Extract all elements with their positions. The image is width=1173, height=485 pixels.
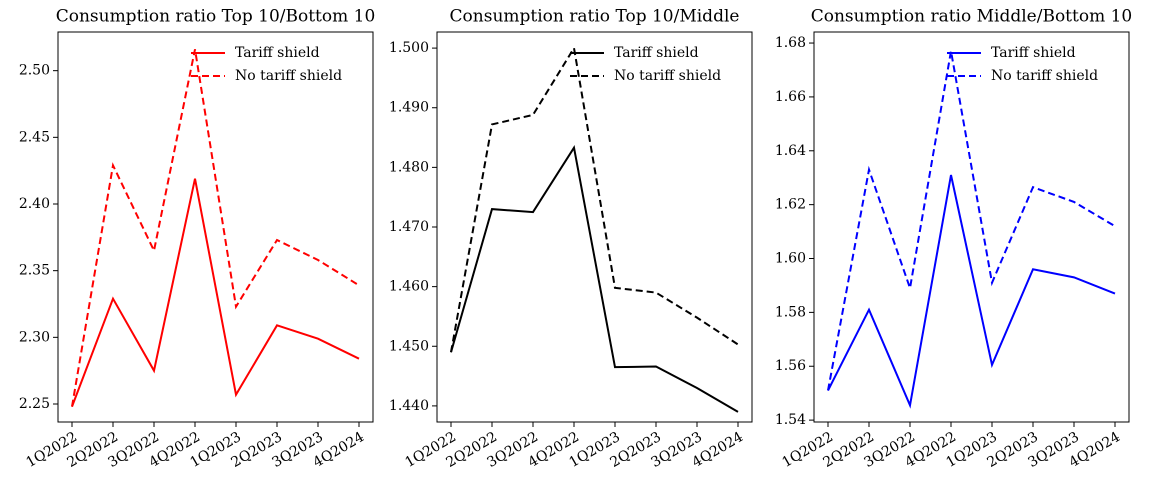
y-tick-label: 1.54 <box>775 412 806 428</box>
y-tick-label: 1.68 <box>775 35 806 51</box>
legend: Tariff shield No tariff shield <box>947 45 1098 84</box>
series-line <box>71 49 360 407</box>
legend-label: Tariff shield <box>614 45 699 61</box>
legend: Tariff shield No tariff shield <box>570 45 721 84</box>
legend-label: Tariff shield <box>235 45 320 61</box>
y-tick-label: 2.45 <box>19 129 50 145</box>
y-tick-label: 2.50 <box>19 63 50 79</box>
series-line <box>827 50 1116 391</box>
series-line <box>827 174 1116 409</box>
y-tick-label: 1.490 <box>389 100 429 116</box>
y-tick-label: 1.470 <box>389 219 429 235</box>
chart-title: Consumption ratio Middle/Bottom 10 <box>811 7 1133 27</box>
y-tick-label: 1.56 <box>775 358 806 374</box>
y-tick-label: 1.60 <box>775 251 806 267</box>
legend: Tariff shield No tariff shield <box>191 45 342 84</box>
legend-label: No tariff shield <box>614 68 721 84</box>
plot-frame <box>436 31 753 423</box>
plot-frame <box>813 31 1130 423</box>
y-tick-label: 1.66 <box>775 89 806 105</box>
series-line <box>450 45 739 353</box>
series-line <box>450 145 739 413</box>
plot-frame <box>57 31 374 423</box>
y-tick-label: 1.500 <box>389 40 429 56</box>
y-tick-label: 2.30 <box>19 329 50 345</box>
y-tick-label: 2.35 <box>19 263 50 279</box>
y-tick-label: 1.58 <box>775 304 806 320</box>
chart-title: Consumption ratio Top 10/Middle <box>450 7 740 27</box>
y-tick-label: 2.40 <box>19 196 50 212</box>
y-tick-label: 1.64 <box>775 143 806 159</box>
y-tick-label: 1.450 <box>389 338 429 354</box>
legend-label: Tariff shield <box>991 45 1076 61</box>
y-tick-label: 2.25 <box>19 396 50 412</box>
y-tick-label: 1.440 <box>389 398 429 414</box>
legend-label: No tariff shield <box>235 68 342 84</box>
series-line <box>71 178 360 408</box>
y-tick-label: 1.480 <box>389 159 429 175</box>
chart-title: Consumption ratio Top 10/Bottom 10 <box>56 7 376 27</box>
legend-label: No tariff shield <box>991 68 1098 84</box>
y-tick-label: 1.62 <box>775 197 806 213</box>
y-tick-label: 1.460 <box>389 279 429 295</box>
